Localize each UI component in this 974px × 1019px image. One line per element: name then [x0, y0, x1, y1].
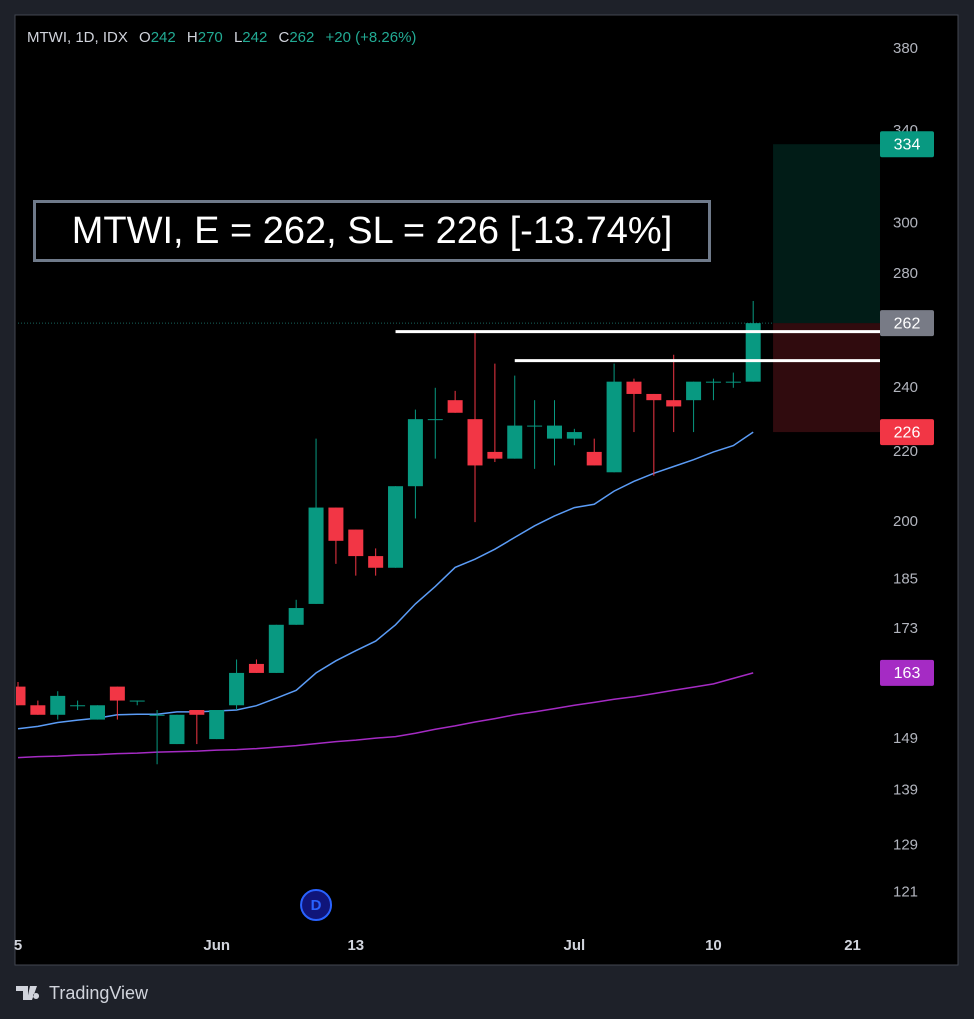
moving-average [17, 672, 754, 759]
annotation: MTWI, E = 262, SL = 226 [-13.74%] [33, 200, 711, 262]
candle-body [16, 686, 26, 706]
candle-body [248, 663, 264, 673]
candle-body [626, 381, 642, 394]
candle-body [129, 700, 145, 702]
candle-body [388, 486, 404, 568]
candle-body [427, 419, 443, 421]
y-tick-label: 220 [893, 443, 918, 460]
candle-body [666, 400, 682, 407]
candle-body [586, 451, 602, 466]
candle-body [686, 381, 702, 401]
candle-body [745, 323, 761, 382]
price-label-bg [880, 131, 934, 158]
candle-body [50, 695, 66, 715]
candle-body [89, 705, 105, 720]
candle-body [447, 400, 463, 413]
brand-name: TradingView [49, 983, 149, 1003]
x-tick-label: Jun [203, 937, 230, 954]
marker-label: D [311, 897, 322, 914]
candle-body [288, 608, 304, 625]
candle-body [189, 710, 205, 715]
candle-body [229, 672, 245, 706]
x-tick-label: Jul [564, 937, 586, 954]
x-tick-label: 21 [844, 937, 861, 954]
candle-body [30, 705, 46, 715]
y-tick-label: 380 [893, 40, 918, 57]
y-tick-label: 139 [893, 781, 918, 798]
candle-body [646, 393, 662, 401]
y-tick-label: 129 [893, 836, 918, 853]
candle-body [268, 624, 284, 673]
candle-body [308, 507, 324, 604]
ohlc-value: 242 [150, 29, 176, 46]
y-tick-label: 173 [893, 620, 918, 637]
brand-logo [16, 986, 40, 1000]
plot-area [16, 144, 880, 765]
candle-body [546, 425, 562, 439]
candle-body [606, 381, 622, 473]
y-tick-label: 149 [893, 730, 918, 747]
price-label-bg [880, 310, 934, 337]
ohlc-label: L [233, 29, 243, 46]
y-tick-label: 121 [893, 883, 918, 900]
ohlc-label: C [278, 29, 290, 46]
x-tick-label: 13 [347, 937, 364, 954]
candle-body [705, 381, 721, 383]
moving-average [17, 431, 754, 730]
ohlc-value: 270 [197, 29, 223, 46]
price-label-bg [880, 659, 934, 686]
x-tick-label: 10 [705, 937, 722, 954]
chart-panel [14, 14, 959, 966]
y-tick-label: 240 [893, 379, 918, 396]
price-label: 262 [894, 315, 921, 332]
stop-zone [773, 323, 880, 433]
price-label: 226 [894, 424, 921, 441]
candle-body [109, 686, 125, 701]
change: +20 (+8.26%) [325, 29, 417, 46]
ohlc-value: 242 [242, 29, 268, 46]
candle-body [348, 529, 364, 557]
candle-body [368, 556, 384, 568]
dividend-marker[interactable]: D [300, 889, 333, 921]
x-tick-label: 5 [14, 937, 22, 954]
y-tick-label: 280 [893, 265, 918, 282]
candle-body [328, 507, 344, 541]
candle-body [725, 381, 741, 383]
candle-body [149, 714, 165, 716]
ohlc-label: O [139, 29, 151, 46]
candle-body [507, 425, 523, 459]
legend-header: MTWI, 1D, IDX O242 H270 L242 C262 +20 (+… [27, 29, 416, 46]
candle-body [169, 714, 185, 745]
candle-body [527, 425, 543, 427]
price-label: 334 [894, 136, 921, 153]
y-tick-label: 300 [893, 214, 918, 231]
candle-body [70, 705, 86, 707]
target-zone [773, 144, 880, 324]
candle-body [487, 451, 503, 459]
ohlc-label: H [186, 29, 198, 46]
ohlc-value: 262 [289, 29, 315, 46]
y-tick-label: 200 [893, 513, 918, 530]
symbol: MTWI, 1D, IDX [27, 29, 128, 46]
marker-circle [300, 889, 333, 921]
price-axis: 1211291391491731852002202402803003403803… [880, 40, 934, 900]
candle-body [407, 419, 423, 487]
candle-body [566, 432, 582, 439]
price-label: 163 [894, 665, 921, 682]
price-label-bg [880, 419, 934, 446]
candle-body [209, 710, 225, 740]
y-tick-label: 185 [893, 571, 918, 588]
brand: TradingView [16, 983, 149, 1003]
candle-body [467, 419, 483, 466]
